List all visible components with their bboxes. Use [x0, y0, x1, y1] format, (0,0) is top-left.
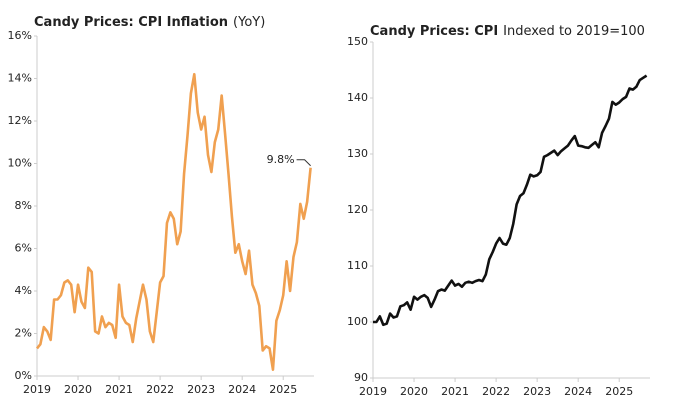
x-tick-label: 2024 — [564, 385, 592, 398]
y-tick-label: 4% — [15, 284, 32, 297]
x-tick-label: 2024 — [228, 383, 256, 396]
x-tick-label: 2023 — [523, 385, 551, 398]
y-tick-label: 12% — [8, 114, 32, 127]
line-series — [373, 74, 648, 327]
x-tick-label: 2021 — [441, 385, 469, 398]
y-tick-label: 150 — [347, 35, 368, 48]
title-main: Candy Prices: CPI Inflation — [34, 15, 228, 30]
title-main: Candy Prices: CPI — [370, 24, 498, 39]
y-tick-label: 140 — [347, 91, 368, 104]
line-series — [35, 72, 312, 371]
title-sub: Indexed to 2019=100 — [503, 24, 645, 39]
y-tick-label: 10% — [8, 157, 32, 170]
y-tick-label: 120 — [347, 203, 368, 216]
chart-title: Candy Prices: CPI Indexed to 2019=100 — [370, 24, 645, 39]
x-tick-label: 2023 — [187, 383, 215, 396]
y-tick-label: 90 — [354, 371, 368, 384]
x-tick-label: 2019 — [359, 385, 387, 398]
x-tick-label: 2025 — [269, 383, 297, 396]
y-tick-label: 110 — [347, 259, 368, 272]
x-tick-label: 2019 — [23, 383, 51, 396]
x-tick-label: 2022 — [146, 383, 174, 396]
x-tick-label: 2022 — [482, 385, 510, 398]
y-tick-label: 100 — [347, 315, 368, 328]
y-tick-label: 14% — [8, 72, 32, 85]
annotation: 9.8% — [267, 153, 295, 166]
y-tick-label: 16% — [8, 29, 32, 42]
title-sub: (YoY) — [233, 15, 265, 30]
y-tick-label: 6% — [15, 242, 32, 255]
y-tick-label: 2% — [15, 327, 32, 340]
x-tick-label: 2020 — [400, 385, 428, 398]
y-tick-label: 130 — [347, 147, 368, 160]
x-tick-label: 2025 — [605, 385, 633, 398]
y-tick-label: 0% — [15, 369, 32, 382]
x-tick-label: 2021 — [105, 383, 133, 396]
chart-title: Candy Prices: CPI Inflation (YoY) — [34, 15, 265, 30]
y-tick-label: 8% — [15, 199, 32, 212]
annotation-leader — [296, 159, 311, 167]
x-tick-label: 2020 — [64, 383, 92, 396]
